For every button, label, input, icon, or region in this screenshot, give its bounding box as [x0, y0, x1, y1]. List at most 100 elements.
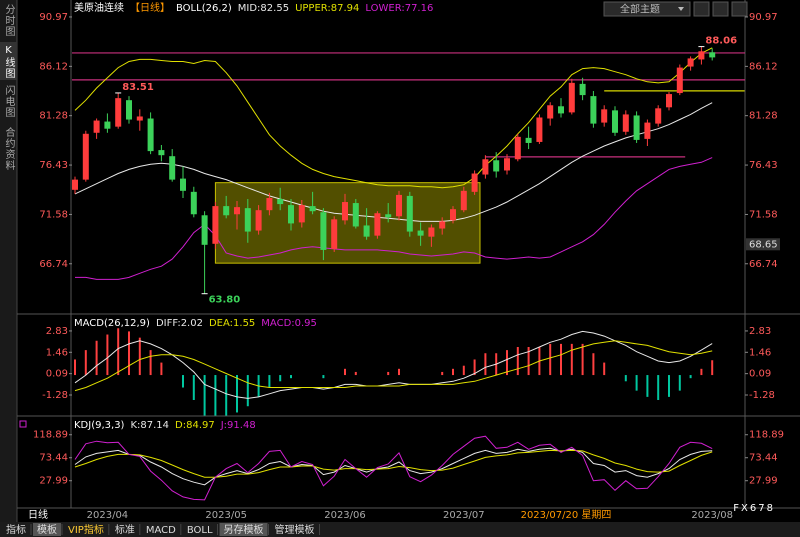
dropdown-arrow: [678, 7, 684, 11]
candle-body: [234, 207, 240, 215]
header-item: 美原油连续: [74, 1, 124, 14]
tab[interactable]: 指标: [6, 523, 26, 536]
header-item: D:84.97: [175, 420, 215, 431]
tool-button[interactable]: [731, 1, 748, 17]
y-tick-label: 81.28: [749, 111, 778, 122]
candle-body: [72, 179, 78, 190]
x-tick-label: 2023/05: [205, 510, 247, 521]
candle-body: [655, 108, 662, 124]
tab-bg[interactable]: [141, 523, 180, 536]
y-tick-label: 27.99: [39, 476, 68, 487]
candle-body: [320, 212, 327, 250]
header-item: UPPER:87.94: [295, 3, 359, 14]
candle-body: [428, 227, 435, 237]
kdj-icon: [19, 420, 27, 428]
x-tick-label: 2023/07: [443, 510, 485, 521]
candle-body: [115, 98, 122, 127]
y-tick-label: 0.09: [46, 369, 68, 380]
theme-label: 全部主题: [620, 3, 660, 16]
y-tick-label: 90.97: [749, 12, 778, 23]
candle-body: [147, 118, 154, 152]
sidebar-tab[interactable]: 合约资料: [3, 126, 15, 171]
candle-body: [104, 121, 111, 129]
candle-body: [288, 205, 294, 224]
candle-body: [676, 67, 683, 94]
sidebar: [0, 0, 17, 522]
header-item: LOWER:77.16: [365, 3, 433, 14]
candle-body: [612, 110, 618, 133]
panel: [72, 46, 745, 294]
candle-body: [255, 210, 262, 231]
last-marker: 68.65: [749, 239, 778, 250]
tool-button[interactable]: [693, 1, 710, 17]
candle-body: [666, 94, 672, 108]
annotation: 83.51: [122, 82, 154, 93]
tab[interactable]: 模板: [37, 523, 57, 536]
candle-body: [644, 122, 651, 139]
candle-body: [298, 205, 305, 223]
candle-body: [201, 215, 208, 245]
tab[interactable]: MACD: [146, 525, 176, 536]
tab-bg[interactable]: [33, 523, 61, 536]
y-tick-label: 118.89: [749, 430, 784, 441]
tab[interactable]: 另存模板: [224, 523, 264, 536]
boll-line: [74, 47, 713, 189]
candle-body: [223, 206, 230, 216]
candle-body: [331, 219, 338, 249]
tab[interactable]: 标准: [115, 524, 135, 536]
candle-body: [363, 225, 370, 237]
y-tick-label: 86.12: [39, 61, 68, 72]
y-tick-label: 71.58: [39, 209, 68, 220]
tab-bg[interactable]: [270, 523, 319, 536]
tab-bg[interactable]: [2, 523, 30, 536]
period-label: 日线: [28, 508, 48, 521]
candle-body: [536, 117, 543, 142]
annotation: 63.80: [209, 295, 241, 306]
tab-bg[interactable]: [182, 523, 217, 536]
sidebar-tab[interactable]: 分时图: [3, 4, 15, 37]
sidebar-tab[interactable]: K线图: [3, 45, 15, 79]
candle-body: [482, 159, 489, 175]
candle-body: [493, 160, 500, 172]
candle-body: [396, 194, 402, 217]
candle-body: [471, 173, 478, 192]
tool-button[interactable]: [712, 1, 729, 17]
tab[interactable]: 管理模板: [275, 523, 315, 536]
candle-body: [417, 230, 424, 236]
tab[interactable]: BOLL: [187, 525, 213, 536]
header-item: BOLL(26,2): [176, 3, 232, 14]
candle-body: [352, 203, 359, 227]
header-item: K:87.14: [130, 420, 169, 431]
theme-dropdown[interactable]: [603, 1, 691, 17]
candle-body: [374, 213, 381, 236]
y-tick-label: -1.28: [749, 390, 775, 401]
candle-body: [93, 120, 100, 133]
candle-body: [622, 114, 629, 132]
y-tick-label: 76.43: [39, 160, 68, 171]
tab-bg[interactable]: [110, 523, 139, 536]
candle-body: [709, 52, 716, 58]
x-tick-label: 2023/08: [691, 510, 733, 521]
candle-body: [633, 115, 640, 140]
candle-body: [126, 100, 132, 120]
candle-body: [190, 191, 197, 215]
watermark: FX678: [733, 503, 775, 514]
y-tick-label: 66.74: [749, 259, 778, 270]
y-tick-label: 2.83: [749, 326, 771, 337]
y-tick-label: 118.89: [33, 430, 68, 441]
y-tick-label: 73.44: [749, 453, 778, 464]
candle-body: [514, 136, 521, 160]
toolbar: 全部主题: [603, 1, 748, 17]
header-item: J:91.48: [220, 420, 256, 431]
tab[interactable]: VIP指标: [68, 523, 104, 536]
boll-line: [75, 157, 713, 280]
candle-body: [385, 214, 392, 218]
candle-body: [547, 105, 554, 119]
tab-bg[interactable]: [219, 523, 268, 536]
tab-bg[interactable]: [64, 523, 108, 536]
candle-body: [439, 221, 446, 229]
sidebar-tab[interactable]: 闪电图: [3, 84, 15, 118]
sidebar-tab-active: [0, 42, 17, 80]
boll-line: [74, 102, 713, 222]
